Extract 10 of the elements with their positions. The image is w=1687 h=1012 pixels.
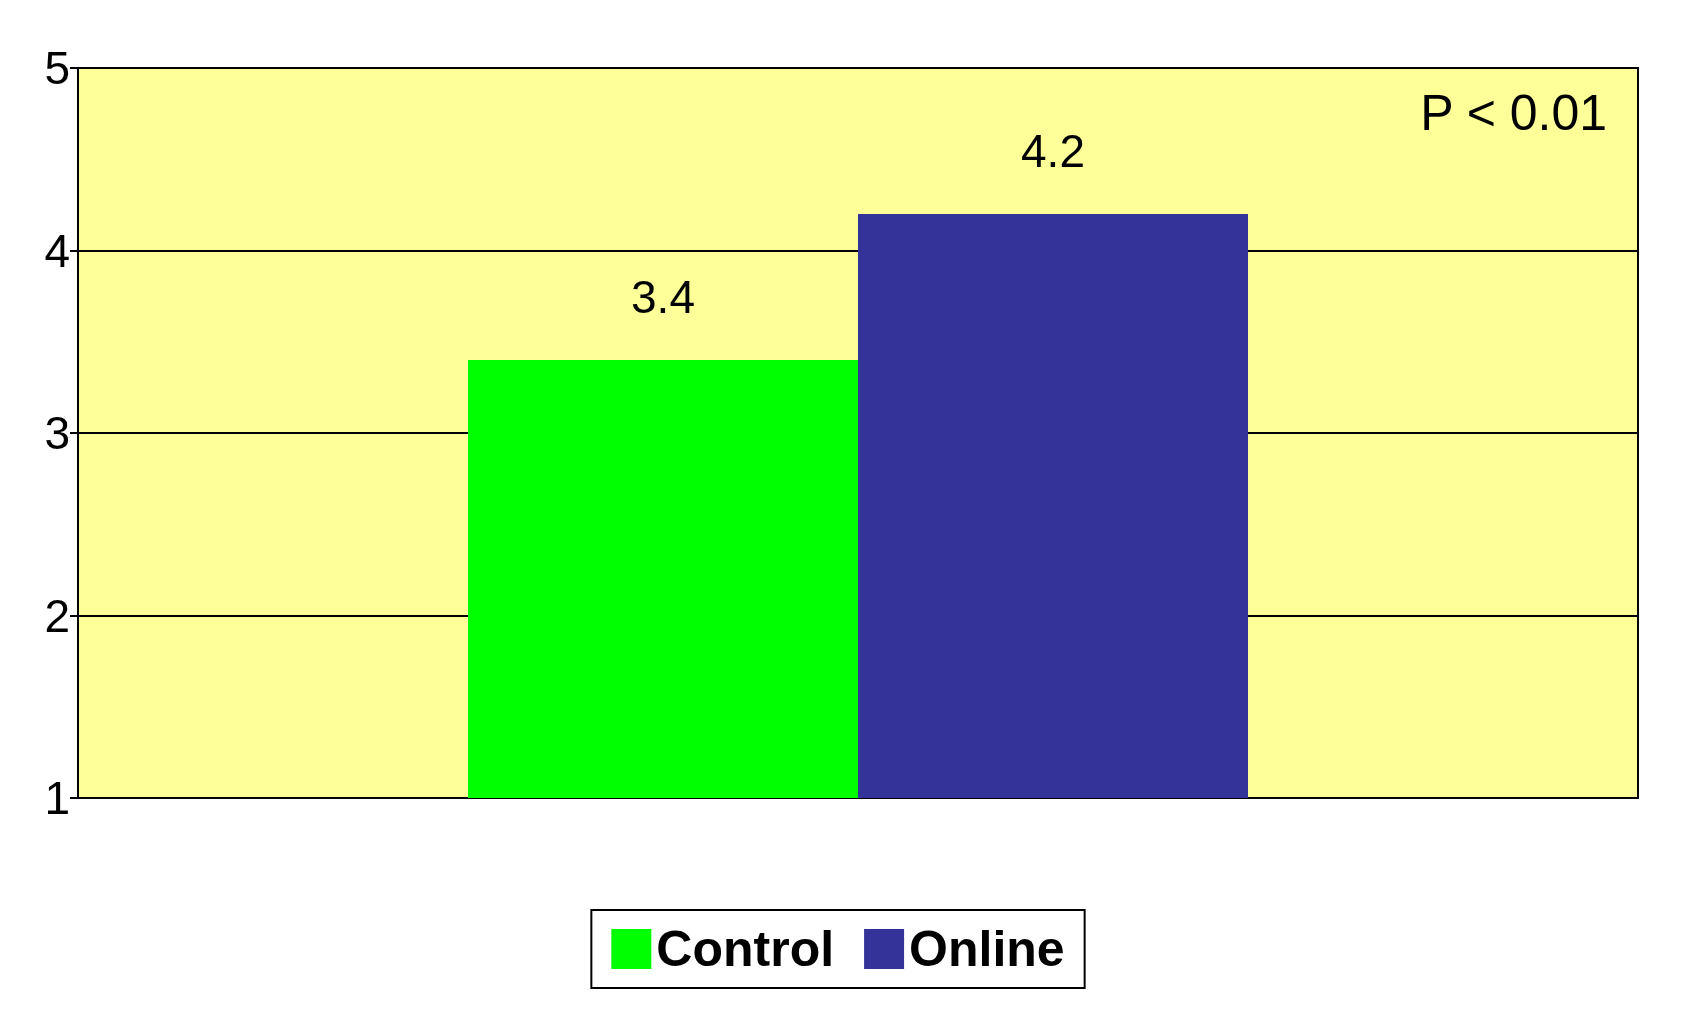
data-label: 4.2	[1021, 125, 1085, 177]
legend-label: Online	[909, 921, 1065, 977]
legend-label: Control	[656, 921, 835, 977]
y-tick-label: 1	[44, 772, 70, 824]
y-tick-label: 3	[44, 407, 70, 459]
data-label: 3.4	[631, 271, 695, 323]
y-tick-label: 4	[44, 224, 70, 277]
y-tick-label: 2	[44, 589, 70, 642]
y-tick-label: 5	[44, 42, 70, 94]
annotation: P < 0.01	[1420, 85, 1608, 141]
